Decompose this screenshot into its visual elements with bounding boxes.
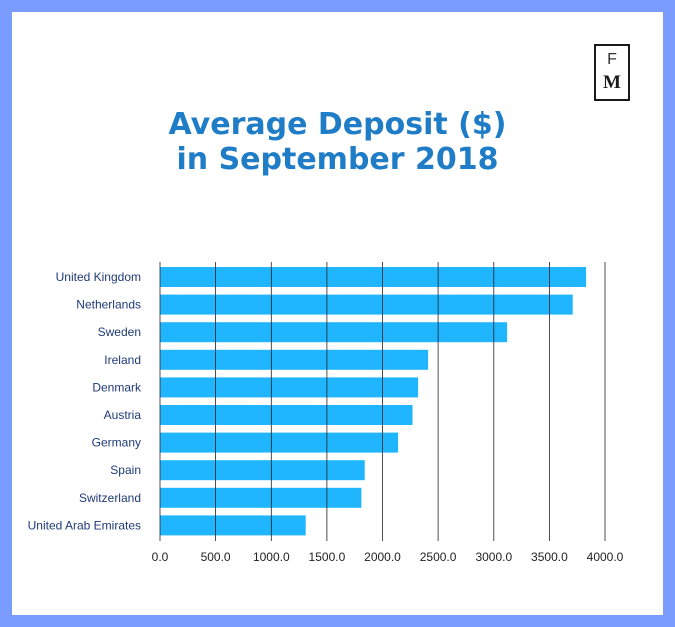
chart-title-line-1: Average Deposit ($): [168, 107, 507, 142]
x-tick-label: 0.0: [152, 550, 169, 564]
bar-3: [160, 349, 429, 370]
logo-letter-m: M: [603, 72, 621, 93]
bar-9: [160, 515, 306, 536]
category-label: Denmark: [92, 380, 142, 394]
category-label: United Kingdom: [56, 270, 141, 284]
bar-4: [160, 377, 419, 398]
category-label: Sweden: [98, 325, 141, 339]
logo-letter-f: F: [607, 51, 617, 68]
category-label: Netherlands: [76, 298, 141, 312]
bar-1: [160, 294, 573, 315]
category-label: Spain: [110, 463, 141, 477]
bar-5: [160, 405, 413, 425]
x-tick-label: 500.0: [201, 550, 231, 564]
category-label: Austria: [104, 408, 142, 422]
x-tick-label: 2500.0: [420, 550, 457, 564]
category-label: Germany: [92, 436, 141, 450]
x-tick-label: 3500.0: [531, 550, 568, 564]
x-tick-label: 1000.0: [253, 550, 290, 564]
chart-title: Average Deposit ($) in September 2018: [12, 107, 663, 177]
x-tick-label: 2000.0: [364, 550, 401, 564]
bar-7: [160, 460, 365, 481]
x-tick-label: 4000.0: [587, 550, 624, 564]
category-label: Switzerland: [79, 491, 141, 505]
category-label: United Arab Emirates: [28, 518, 141, 532]
x-tick-label: 3000.0: [475, 550, 512, 564]
fm-logo: F M: [594, 44, 630, 101]
bar-8: [160, 487, 362, 508]
bar-0: [160, 267, 587, 287]
x-tick-label: 1500.0: [309, 550, 346, 564]
bar-2: [160, 322, 508, 343]
category-label: Ireland: [104, 353, 141, 367]
chart-title-line-2: in September 2018: [176, 142, 499, 177]
bar-6: [160, 432, 399, 453]
